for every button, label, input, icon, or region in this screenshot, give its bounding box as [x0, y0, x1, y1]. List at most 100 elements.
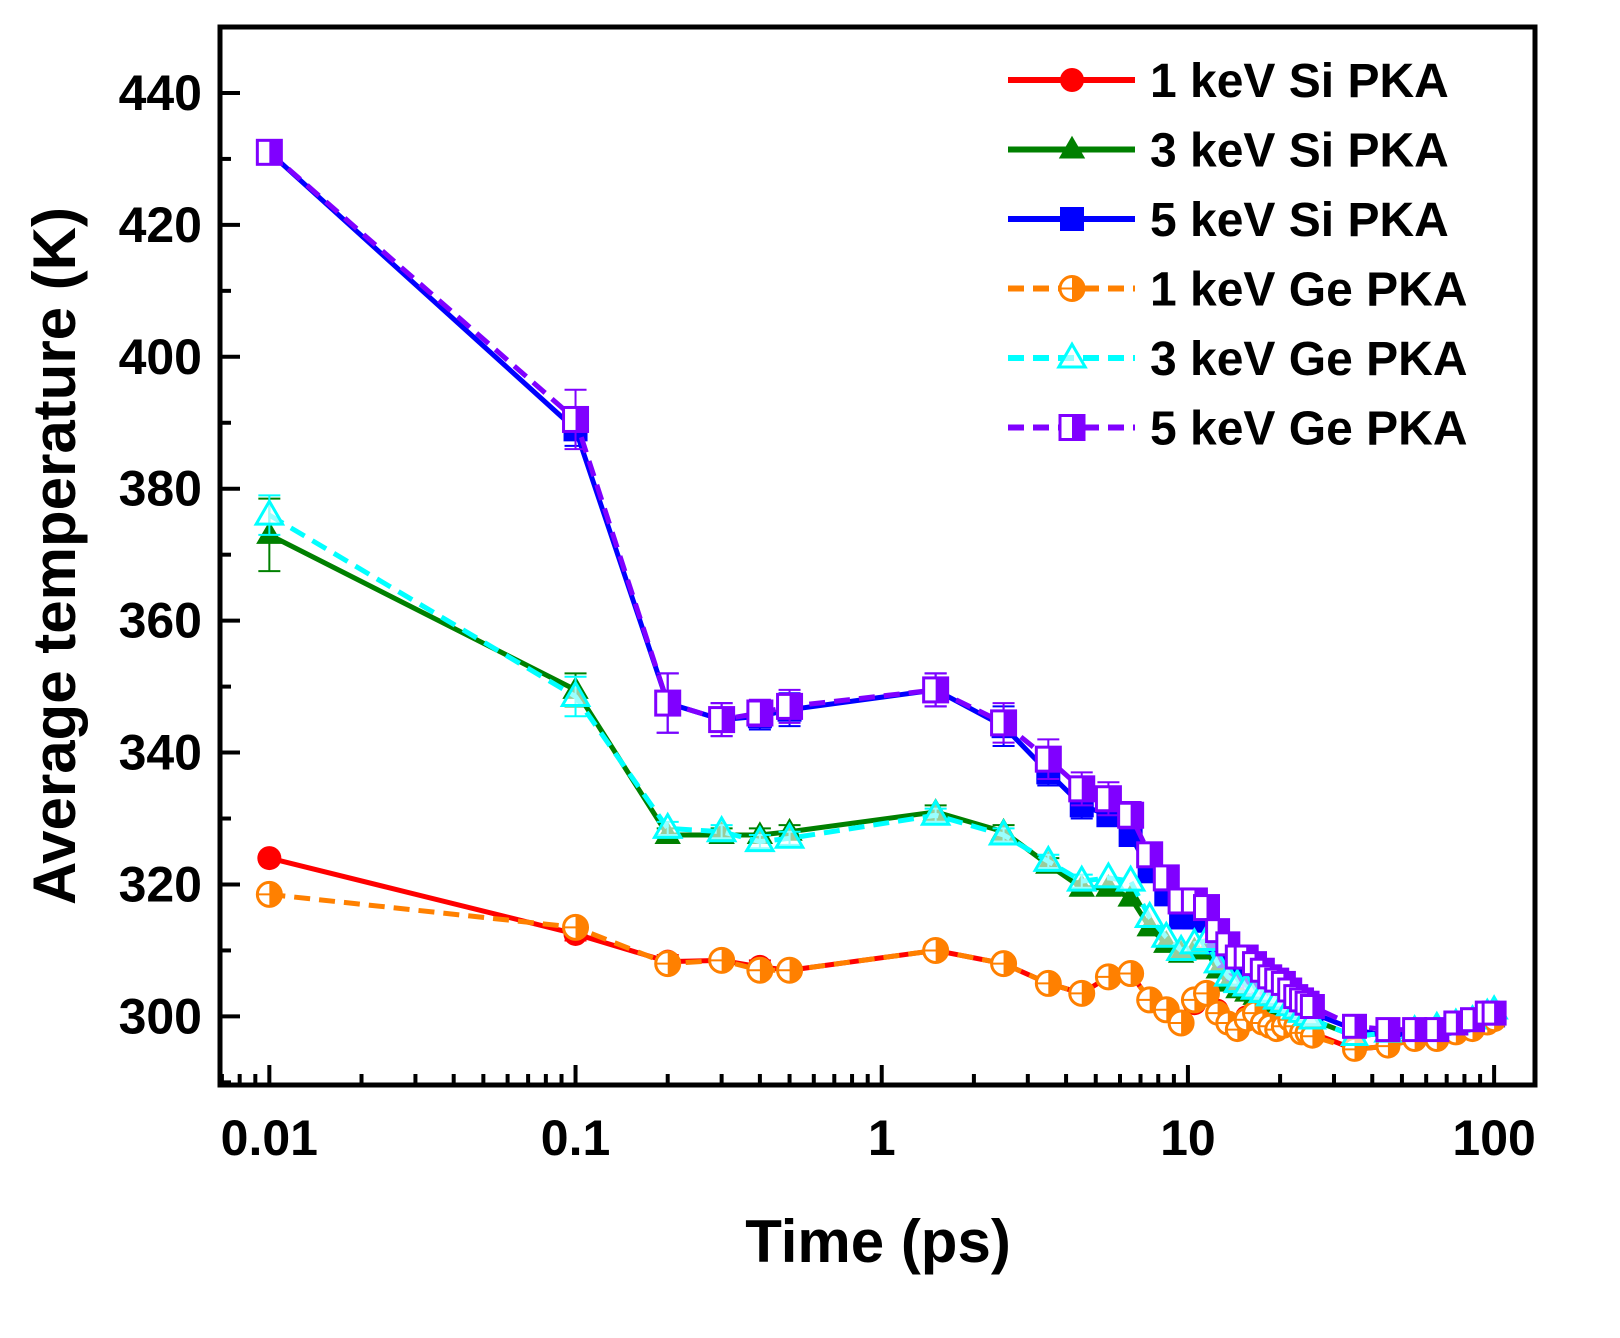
y-tick-label: 440 [119, 65, 202, 121]
data-point [1342, 1013, 1368, 1039]
marker-triangle-open [1056, 341, 1088, 369]
data-point [1032, 844, 1065, 872]
data-point [1034, 745, 1062, 773]
data-point [562, 913, 590, 941]
data-point [654, 950, 682, 978]
data-point [1402, 1017, 1428, 1043]
data-point [1058, 275, 1086, 302]
marker-half-fill [1081, 776, 1094, 801]
legend-label: 3 keV Ge PKA [1150, 333, 1467, 386]
data-point [1136, 841, 1164, 869]
data-point [746, 956, 774, 984]
data-point [990, 709, 1018, 737]
data-point [1193, 894, 1221, 922]
y-tick-label: 400 [119, 329, 202, 385]
marker-half-fill [1048, 747, 1061, 772]
y-tick-label: 300 [119, 988, 202, 1044]
y-tick-label: 380 [119, 461, 202, 517]
y-tick-label: 360 [119, 593, 202, 649]
data-point [1092, 861, 1125, 889]
marker-half-fill [1414, 1018, 1426, 1041]
plot-marks [253, 138, 1509, 1062]
data-point [708, 946, 736, 974]
marker-half-fill [1312, 995, 1324, 1018]
marker-triangle-open [705, 814, 738, 843]
marker-half-fill [269, 140, 282, 165]
marker-half-fill [789, 694, 802, 719]
marker-triangle-open [1150, 920, 1183, 948]
data-point [1068, 775, 1096, 803]
legend-item: 3 keV Ge PKA [1008, 333, 1467, 386]
marker-half-fill [1003, 710, 1016, 735]
series-line [268, 532, 1495, 1039]
marker-circle [257, 846, 282, 871]
marker-half-fill [1354, 1015, 1366, 1038]
data-point [1117, 801, 1145, 829]
data-point [1167, 1009, 1195, 1037]
data-point [654, 689, 682, 717]
series-5-kev-ge-pka [255, 138, 1507, 1043]
data-point [744, 824, 776, 853]
data-point [1058, 135, 1086, 159]
data-point [1299, 1023, 1325, 1049]
data-point [1094, 785, 1122, 813]
series-1-kev-ge-pka [255, 880, 1507, 1062]
marker-triangle-open [987, 818, 1020, 846]
data-point [1068, 979, 1096, 1007]
marker-triangle-open [919, 798, 952, 826]
data-point [922, 936, 950, 964]
data-point [1152, 864, 1180, 892]
marker-half-fill [575, 407, 588, 432]
x-tick-label: 100 [1452, 1110, 1535, 1166]
series-line [268, 512, 1496, 1039]
marker-triangle-open [1032, 844, 1065, 872]
legend-label: 1 keV Ge PKA [1150, 264, 1467, 317]
marker-half-fill [759, 700, 772, 725]
marker-half-fill [1227, 932, 1239, 955]
data-point [255, 880, 283, 908]
marker-triangle-open [1092, 861, 1125, 889]
marker-half-fill [1494, 1002, 1506, 1025]
data-point [1065, 864, 1098, 892]
data-point [253, 498, 286, 526]
data-point [773, 821, 806, 849]
data-point [1114, 864, 1147, 892]
data-point [919, 798, 952, 826]
x-tick-label: 0.01 [221, 1110, 318, 1166]
data-point [776, 956, 804, 984]
data-point [1056, 341, 1088, 369]
series-3-kev-si-pka [256, 497, 1507, 1045]
marker-circle [1060, 68, 1084, 92]
data-point [1117, 960, 1145, 988]
data-point [776, 692, 804, 720]
data-point [1150, 920, 1183, 948]
marker-square [1060, 207, 1084, 231]
legend-label: 1 keV Si PKA [1150, 55, 1449, 108]
y-axis-label: Average temperature (K) [21, 207, 88, 905]
marker-triangle [1058, 135, 1086, 159]
y-tick-label: 420 [119, 197, 202, 253]
data-point [746, 699, 774, 727]
data-point [1034, 969, 1062, 997]
legend-label: 3 keV Si PKA [1150, 125, 1449, 178]
marker-half-fill [1217, 919, 1229, 942]
data-point [1133, 900, 1166, 928]
x-tick-label: 0.1 [541, 1110, 611, 1166]
marker-triangle [1117, 883, 1144, 907]
data-point [990, 950, 1018, 978]
plot-frame [217, 24, 1538, 1088]
legend-label: 5 keV Si PKA [1150, 194, 1449, 247]
marker-triangle-open [1065, 864, 1098, 892]
legend-item: 3 keV Si PKA [1008, 125, 1449, 178]
data-point [1193, 979, 1221, 1007]
y-tick-label: 340 [119, 725, 202, 781]
marker-half-fill [667, 691, 680, 716]
legend-item: 1 keV Ge PKA [1008, 264, 1467, 317]
axes: 0.01 0.1 1 10 100 300 320 340 360 380 400 420 440 [119, 25, 1536, 1166]
x-axis-label: Time (ps) [745, 1208, 1011, 1275]
data-point [559, 679, 592, 707]
marker-triangle-open [744, 824, 776, 853]
data-point [1094, 963, 1122, 991]
marker-triangle-open [773, 821, 806, 849]
